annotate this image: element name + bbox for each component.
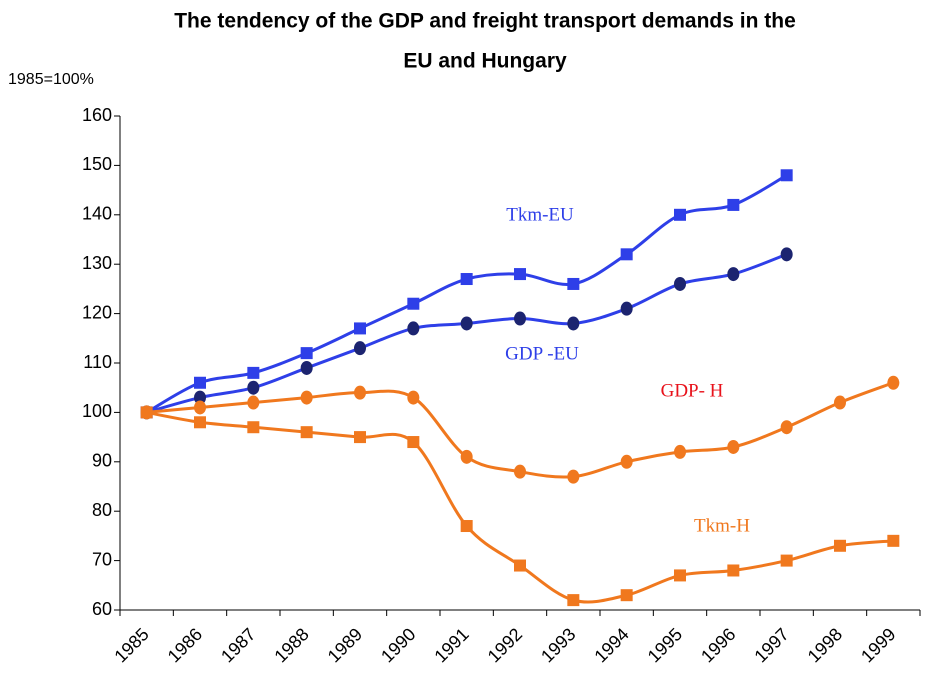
marker	[354, 385, 366, 400]
chart-title: The tendency of the GDP and freight tran…	[174, 10, 796, 33]
marker	[567, 316, 580, 331]
marker	[834, 539, 846, 552]
marker	[834, 395, 846, 410]
x-tick-label: 1992	[484, 624, 526, 666]
marker	[727, 564, 740, 577]
marker	[194, 376, 206, 389]
y-tick-label: 80	[92, 500, 112, 520]
marker	[354, 431, 366, 444]
x-tick-label: 1985	[110, 624, 152, 666]
y-tick-label: 60	[92, 599, 112, 619]
y-tick-label: 150	[82, 154, 112, 174]
marker	[407, 390, 420, 405]
series-label: GDP- H	[661, 380, 724, 401]
marker	[780, 420, 793, 435]
marker	[407, 436, 420, 449]
marker	[727, 267, 740, 282]
marker	[194, 400, 206, 415]
x-tick-label: 1997	[750, 624, 792, 666]
series-label: GDP -EU	[505, 343, 579, 364]
x-tick-label: 1996	[697, 624, 739, 666]
x-tick-label: 1988	[270, 624, 312, 666]
marker	[887, 534, 900, 547]
marker	[460, 520, 473, 533]
marker	[620, 589, 633, 602]
marker	[567, 277, 580, 290]
x-tick-label: 1987	[217, 624, 259, 666]
x-tick-label: 1990	[377, 624, 419, 666]
marker	[460, 316, 473, 331]
marker	[407, 321, 420, 336]
marker	[247, 380, 260, 395]
marker	[354, 341, 366, 356]
y-tick-label: 140	[82, 204, 112, 224]
series-line	[146, 410, 894, 604]
y-tick-label: 110	[83, 352, 112, 372]
series-label: Tkm-H	[694, 515, 750, 536]
y-tick-label: 160	[82, 105, 112, 125]
marker	[620, 248, 633, 261]
x-tick-label: 1989	[324, 624, 366, 666]
marker	[727, 439, 740, 454]
marker	[247, 366, 260, 379]
marker	[300, 360, 313, 375]
x-tick-label: 1994	[590, 624, 632, 666]
marker	[300, 390, 313, 405]
x-tick-label: 1999	[857, 624, 899, 666]
marker	[140, 406, 153, 419]
marker	[460, 273, 473, 286]
marker	[780, 247, 793, 262]
marker	[887, 375, 900, 390]
y-tick-label: 70	[92, 549, 112, 569]
marker	[514, 559, 526, 572]
marker	[674, 276, 686, 291]
y-tick-label: 130	[82, 253, 112, 273]
marker	[674, 569, 686, 582]
marker	[194, 416, 206, 429]
marker	[194, 390, 206, 405]
y-tick-label: 100	[82, 401, 112, 421]
chart-title: EU and Hungary	[403, 50, 567, 73]
marker	[460, 449, 473, 464]
marker	[727, 198, 740, 211]
marker	[514, 464, 526, 479]
marker	[354, 322, 366, 335]
marker	[300, 347, 313, 360]
marker	[514, 268, 526, 281]
marker	[300, 426, 313, 439]
marker	[674, 208, 686, 221]
marker	[407, 297, 420, 310]
x-tick-label: 1986	[164, 624, 206, 666]
marker	[567, 469, 580, 484]
series-line	[145, 173, 788, 414]
marker	[514, 311, 526, 326]
series-label: Tkm-EU	[506, 204, 574, 225]
y-tick-label: 120	[82, 302, 112, 322]
marker	[620, 301, 633, 316]
x-tick-label: 1998	[804, 624, 846, 666]
marker	[780, 169, 793, 182]
x-tick-label: 1993	[537, 624, 579, 666]
y-tick-label: 90	[92, 451, 112, 471]
marker	[247, 421, 260, 434]
x-tick-label: 1991	[430, 624, 472, 666]
marker	[620, 454, 633, 469]
marker	[674, 444, 686, 459]
marker	[567, 594, 580, 607]
x-tick-label: 1995	[644, 624, 686, 666]
marker	[780, 554, 793, 567]
marker	[247, 395, 260, 410]
y-axis-label: 1985=100%	[8, 71, 94, 88]
